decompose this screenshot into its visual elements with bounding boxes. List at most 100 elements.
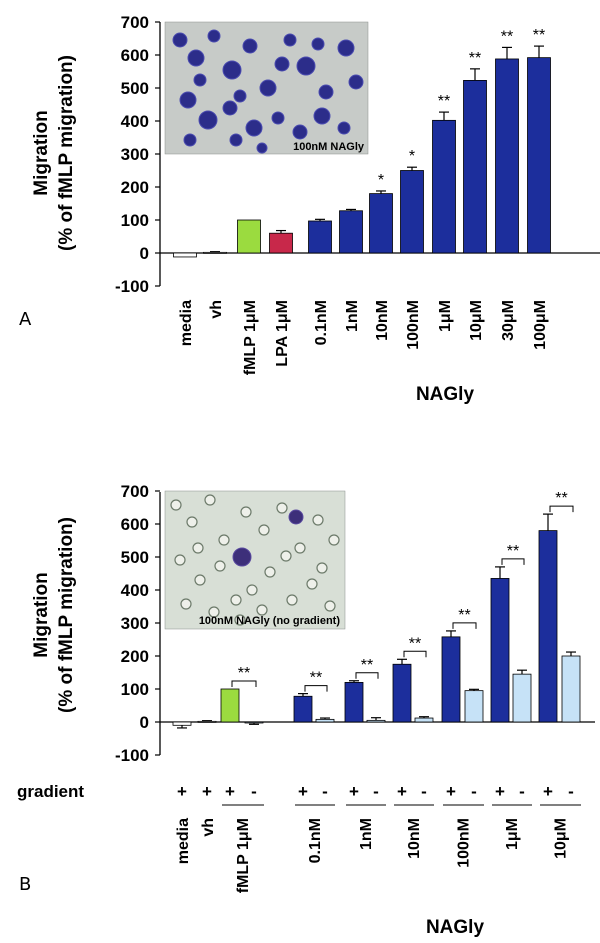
panel-b-significance-bracket — [355, 672, 379, 679]
panel-a-ylabel-line1: Migration — [31, 110, 52, 196]
panel-a-inset-cell — [187, 49, 205, 67]
panel-a-bar — [203, 251, 227, 254]
gradient-plus: + — [225, 782, 235, 801]
panel-a-inset-cell — [172, 32, 188, 48]
panel-b-inset-cell — [294, 542, 306, 554]
panel-a-inset-cell — [193, 73, 207, 87]
panel-a-inset-cell — [222, 60, 242, 80]
panel-a-bar — [339, 210, 363, 254]
panel-a-bar — [237, 219, 261, 254]
panel-b-significance: ** — [409, 635, 421, 652]
panel-a-category-label: 0.1nM — [313, 300, 330, 345]
panel-b-significance-bracket — [231, 680, 257, 687]
panel-a-inset-cell — [259, 79, 277, 97]
panel-b-bar-no-gradient — [414, 717, 434, 723]
panel-b-ytick-label: 200 — [121, 647, 149, 666]
panel-a-ytick-label: 500 — [121, 79, 149, 98]
panel-a-category-label: 10nM — [374, 300, 391, 341]
gradient-minus: - — [568, 782, 574, 801]
panel-b-chart: Migration (% of fMLP migration) 700 600 50… — [17, 482, 595, 938]
panel-b-inset-cell — [218, 534, 230, 546]
panel-a-label: A — [19, 309, 32, 330]
panel-b-bar-gradient — [392, 663, 412, 723]
panel-b-significance-bracket — [403, 650, 427, 658]
panel-a-inset-cell — [283, 33, 297, 47]
gradient-plus: + — [446, 782, 456, 801]
gradient-plus: + — [202, 782, 212, 801]
panel-b-bar-gradient — [293, 695, 313, 723]
panel-a-chart: Migration (% of fMLP migration) 700 600 50… — [19, 13, 600, 405]
panel-b-category-label: 10μM — [553, 818, 570, 859]
panel-b-inset-cell — [246, 584, 258, 596]
panel-a-category-label: media — [178, 300, 195, 346]
panel-a-ytick-label: 400 — [121, 112, 149, 131]
gradient-plus: + — [298, 782, 308, 801]
panel-b-inset-cell — [180, 598, 192, 610]
panel-b-significance: ** — [507, 543, 519, 560]
panel-b-category-label: vh — [200, 818, 217, 837]
panel-b-significance: ** — [361, 657, 373, 674]
panel-b-category-label: 0.1nM — [307, 818, 324, 863]
panel-b-bar-no-gradient — [315, 718, 335, 723]
panel-b-inset-cell — [194, 574, 206, 586]
gradient-minus: - — [421, 782, 427, 801]
panel-b-inset-stained-cell — [288, 509, 304, 525]
panel-b-bar-gradient — [441, 636, 461, 723]
gradient-minus: - — [251, 782, 257, 801]
panel-a-inset-cell — [296, 56, 316, 76]
gradient-minus: - — [471, 782, 477, 801]
panel-a-inset-cell — [233, 89, 247, 103]
panel-b-inset-cell — [234, 614, 246, 626]
panel-a-ytick-label: 700 — [121, 13, 149, 32]
panel-a-category-label: 100μM — [532, 300, 549, 350]
panel-a-ylabel-line2: (% of fMLP migration) — [56, 55, 77, 251]
panel-a-bar — [400, 170, 424, 254]
panel-a-bar — [269, 232, 293, 254]
panel-a-significance: ** — [469, 50, 481, 67]
panel-b-category-label: media — [175, 818, 192, 864]
panel-b-inset-cell — [192, 542, 204, 554]
panel-a-category-label: 1μM — [437, 300, 454, 332]
panel-b-significance-bracket — [304, 685, 328, 692]
panel-a-inset-cell — [313, 107, 331, 125]
panel-a-inset-cell — [318, 84, 334, 100]
gradient-plus: + — [177, 782, 187, 801]
panel-b-category-label: 1μM — [504, 818, 521, 850]
panel-a-inset-cell — [271, 111, 285, 125]
panel-a-category-label: 30μM — [500, 300, 517, 341]
panel-b-inset-cell — [186, 516, 198, 528]
gradient-plus: + — [495, 782, 505, 801]
panel-b-ylabel-line1: Migration — [31, 572, 52, 658]
panel-b-bar-no-gradient — [366, 719, 386, 723]
panel-b-group-label: NAGly — [426, 917, 485, 938]
panel-a-ytick-label: 600 — [121, 46, 149, 65]
panel-b-inset-cell — [276, 502, 288, 514]
panel-a-ytick-label: -100 — [115, 277, 149, 296]
panel-a-inset-cell — [207, 29, 221, 43]
panel-a-inset-cell — [311, 37, 325, 51]
panel-b-ytick-label: 400 — [121, 581, 149, 600]
panel-b-inset-cell — [256, 604, 268, 616]
panel-b-significance: ** — [238, 665, 250, 682]
panel-b-micrograph-inset: 100nM NAGly (no gradient) — [164, 490, 346, 630]
panel-b-significance-bracket — [501, 558, 525, 565]
gradient-minus: - — [373, 782, 379, 801]
panel-b-inset-cell — [316, 562, 328, 574]
gradient-plus: + — [397, 782, 407, 801]
panel-b-inset-cell — [214, 560, 226, 572]
panel-a-bar — [527, 57, 551, 254]
panel-a-inset-cell — [348, 74, 364, 90]
panel-a-category-label: fMLP 1μM — [242, 300, 259, 375]
panel-b-category-label: fMLP 1μM — [235, 818, 252, 893]
panel-b-ytick-label: 100 — [121, 680, 149, 699]
gradient-minus: - — [519, 782, 525, 801]
panel-b-inset-cell — [208, 606, 220, 618]
panel-b-inset-cell — [264, 566, 276, 578]
panel-b-significance-bracket — [549, 505, 574, 513]
panel-b-ytick-label: 600 — [121, 515, 149, 534]
panel-a-inset-cell — [242, 38, 258, 54]
panel-b-inset-cell — [324, 600, 336, 612]
panel-a-category-label: 10μM — [468, 300, 485, 341]
panel-a-ytick-label: 300 — [121, 145, 149, 164]
